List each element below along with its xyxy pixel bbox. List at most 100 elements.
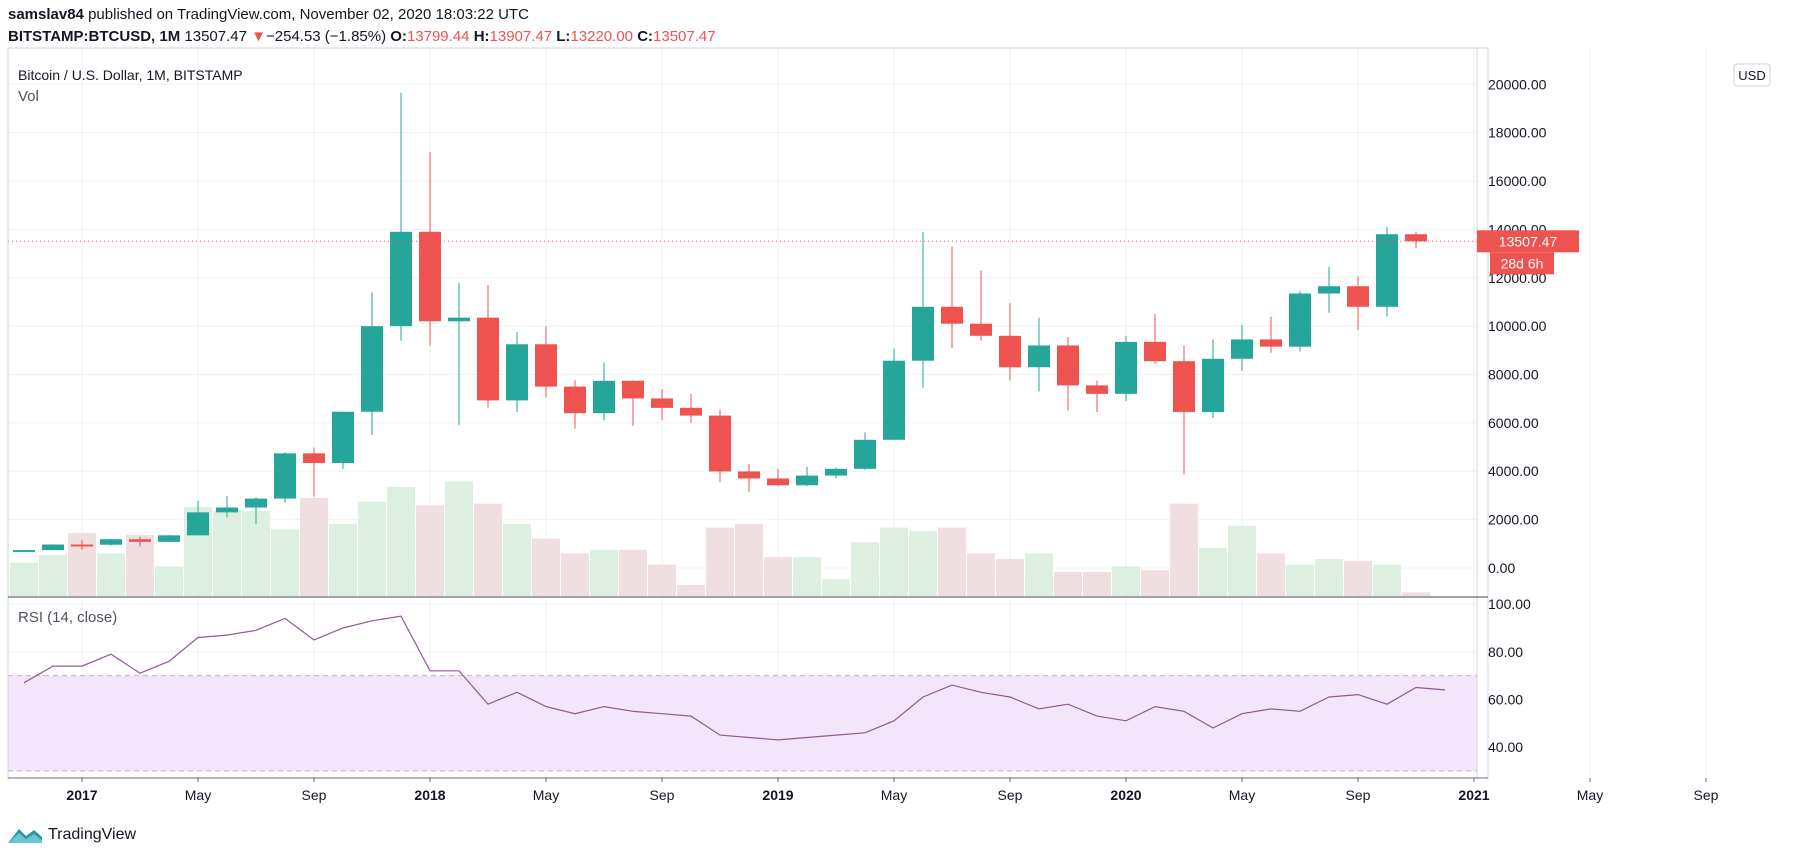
candle-body	[999, 335, 1021, 368]
tradingview-logo[interactable]: TradingView	[8, 826, 136, 844]
candlesticks	[8, 92, 1477, 553]
x-tick-label: May	[185, 787, 211, 803]
y-tick-label: 16000.00	[1488, 173, 1547, 189]
y-tick-label: 4000.00	[1488, 463, 1539, 479]
x-tick-label: 2020	[1110, 787, 1141, 803]
x-tick-label: May	[1229, 787, 1255, 803]
currency-badge	[1733, 63, 1771, 87]
volume-bar	[329, 523, 357, 596]
volume-bars	[10, 481, 1430, 596]
volume-bar	[213, 510, 241, 596]
rsi-band	[8, 675, 1477, 772]
low-value: 13220.00	[570, 28, 634, 45]
author-name[interactable]: samslav84	[8, 6, 84, 23]
candle-body	[970, 323, 992, 336]
last-price: 13507.47	[184, 28, 247, 45]
candle-body	[245, 498, 267, 508]
candle-body	[767, 478, 789, 486]
volume-bar	[1170, 503, 1198, 596]
candle-body	[709, 415, 731, 472]
volume-bar	[387, 486, 415, 596]
volume-bar	[358, 501, 386, 596]
candle-body	[622, 380, 644, 399]
x-tick-label: Sep	[1346, 787, 1371, 803]
candle-body	[535, 344, 557, 387]
x-tick-label: 2017	[66, 787, 97, 803]
volume-bar	[793, 557, 821, 596]
volume-bar	[880, 527, 908, 596]
candle-body	[129, 539, 151, 542]
volume-bar	[300, 497, 328, 596]
volume-bar	[532, 538, 560, 596]
volume-bar	[155, 566, 183, 596]
volume-bar	[445, 481, 473, 596]
volume-bar	[909, 531, 937, 596]
candle-body	[274, 453, 296, 499]
candle-body	[883, 360, 905, 440]
x-tick-label: Sep	[1694, 787, 1719, 803]
x-tick-label: May	[1577, 787, 1603, 803]
candle-body	[1260, 339, 1282, 347]
candle-body	[912, 306, 934, 361]
candle-body	[303, 453, 325, 464]
candle-body	[1057, 345, 1079, 386]
volume-bar	[648, 564, 676, 596]
candle-body	[825, 468, 847, 476]
candle-body	[216, 507, 238, 513]
volume-bar	[39, 555, 67, 596]
volume-bar	[619, 549, 647, 596]
rsi-tick-label: 100.00	[1488, 596, 1531, 612]
candle-body	[477, 317, 499, 401]
candle-body	[13, 550, 35, 553]
rsi-tick-label: 60.00	[1488, 691, 1523, 707]
candle-body	[1289, 293, 1311, 347]
y-tick-label: 8000.00	[1488, 366, 1539, 382]
countdown-tag	[1490, 252, 1554, 275]
x-tick-label: Sep	[650, 787, 675, 803]
candle-body	[1115, 341, 1137, 394]
candle-body	[42, 544, 64, 551]
candle-body	[1231, 339, 1253, 359]
rsi-line	[23, 615, 1446, 741]
x-tick-label: Sep	[998, 787, 1023, 803]
pane-title: Bitcoin / U.S. Dollar, 1M, BITSTAMP	[18, 67, 243, 83]
close-value: 13507.47	[653, 28, 716, 45]
candle-body	[680, 407, 702, 416]
y-tick-label: 0.00	[1488, 560, 1515, 576]
volume-bar	[706, 527, 734, 596]
candle-body	[448, 317, 470, 322]
y-tick-label: 10000.00	[1488, 318, 1547, 334]
volume-bar	[1083, 571, 1111, 596]
volume-bar	[1402, 592, 1430, 596]
symbol-label: BITSTAMP:BTCUSD, 1M	[8, 28, 181, 45]
volume-bar	[1025, 553, 1053, 596]
volume-bar	[242, 510, 270, 596]
volume-bar	[1344, 560, 1372, 596]
volume-bar	[764, 557, 792, 596]
candle-body	[1347, 286, 1369, 307]
volume-bar	[590, 549, 618, 596]
published-text: published on TradingView.com, November 0…	[88, 6, 529, 23]
volume-bar	[416, 505, 444, 596]
candle-body	[651, 398, 673, 408]
y-tick-label: 18000.00	[1488, 125, 1547, 141]
price-tag-text: 13507.47	[1499, 233, 1558, 249]
rsi-tick-label: 80.00	[1488, 644, 1523, 660]
candle-body	[390, 231, 412, 327]
change-text: −254.53 (−1.85%)	[266, 28, 387, 45]
price-tag	[1477, 230, 1579, 253]
volume-bar	[1199, 547, 1227, 596]
volume-bar	[1228, 525, 1256, 596]
close-label: C:	[637, 28, 654, 45]
x-tick-label: 2021	[1458, 787, 1489, 803]
candle-body	[738, 471, 760, 479]
open-label: O:	[390, 28, 407, 45]
rsi-tick-label: 40.00	[1488, 739, 1523, 755]
candle-body	[1173, 361, 1195, 412]
volume-bar	[1141, 570, 1169, 596]
volume-bar	[474, 503, 502, 596]
volume-bar	[97, 553, 125, 596]
change-down-icon: ▼	[251, 28, 266, 45]
currency-badge-text: USD	[1738, 68, 1765, 83]
